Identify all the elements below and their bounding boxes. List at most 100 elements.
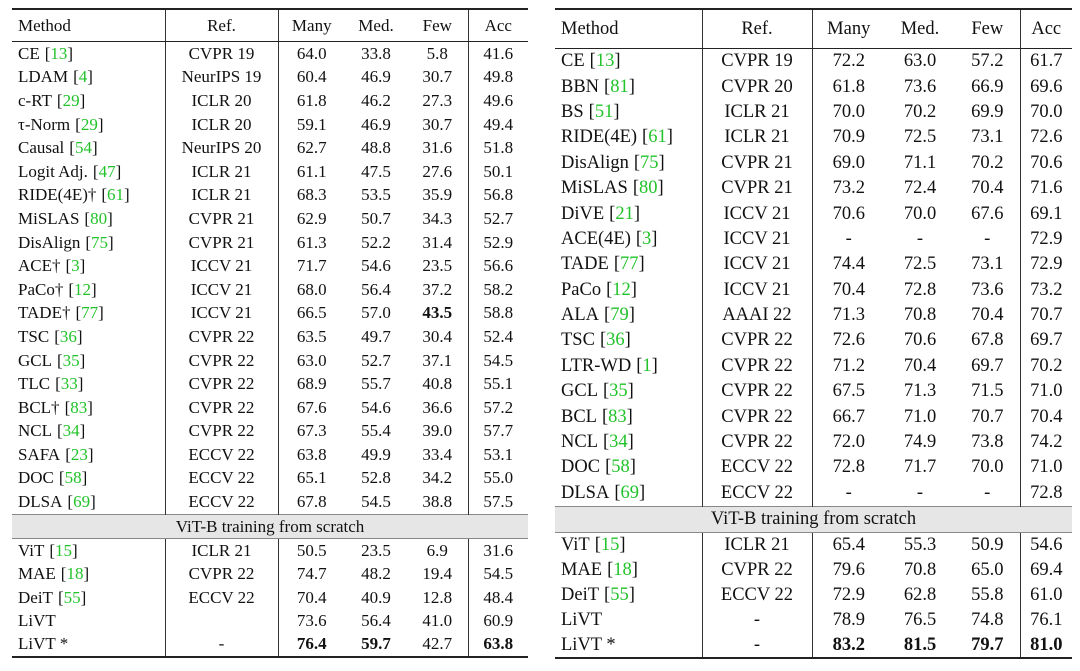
method-cell: GCL [35] — [555, 379, 703, 405]
citation: [35] — [603, 381, 634, 402]
method-cell: LiVT — [555, 607, 703, 633]
method-name: GCL — [18, 350, 52, 370]
method-cell: DOC [58] — [12, 466, 166, 491]
method-cell: DeiT [55] — [12, 586, 166, 610]
citation: [18] — [607, 560, 638, 581]
table-row: LiVT * -83.2 81.5 79.7 81.0 — [555, 632, 1072, 659]
table-row: ACE(4E) [3] ICCV 21- - -72.9 — [555, 226, 1072, 253]
method-name: Causal — [18, 138, 65, 158]
value-cell: 63.8 — [296, 444, 327, 464]
value-cell: 70.9 — [832, 127, 865, 148]
ref-cell: ICLR 21 — [702, 99, 813, 126]
ref-cell: ECCV 22 — [165, 443, 279, 467]
value-cell: - — [845, 482, 852, 503]
value-cell: - — [955, 226, 1021, 253]
value-cell: 6.9 — [407, 538, 469, 563]
method-name: CE — [18, 43, 40, 63]
citation: [3] — [635, 228, 658, 249]
ref-cell: CVPR 22 — [702, 429, 813, 456]
table-row: GCL [35] CVPR 22 67.5 71.3 71.5 71.0 — [555, 379, 1072, 405]
value-cell: 72.8 — [903, 279, 937, 300]
method-name: MiSLAS — [561, 178, 628, 199]
method-cell: τ-Norm [29] — [12, 112, 166, 137]
table-row: c-RT [29] ICLR 20 61.8 46.2 27.3 49.6 — [12, 89, 528, 113]
method-name: LiVT — [561, 609, 603, 630]
ref-cell: CVPR 22 — [702, 328, 813, 354]
method-name: DeiT — [561, 584, 600, 605]
method-cell: NCL [34] — [12, 419, 166, 444]
method-cell: c-RT [29] — [12, 89, 166, 113]
table-row: MiSLAS [80] CVPR 21 73.2 72.4 70.4 71.6 — [555, 175, 1072, 202]
value-cell: 30.7 — [407, 112, 469, 137]
value-cell: 69.0 — [832, 152, 865, 173]
value-cell: 49.8 — [483, 67, 514, 87]
method-name: ALA — [561, 305, 600, 326]
column-header: Few — [955, 9, 1021, 49]
value-cell: 72.9 — [832, 584, 865, 605]
right-table: Method Ref. Many Med. Few Acc CE [13] CVPR 19 72.… — [555, 8, 1072, 660]
method-name: c-RT — [18, 90, 52, 110]
ref-cell: CVPR 21 — [165, 207, 279, 231]
method-cell: RIDE(4E)† [61] — [12, 183, 166, 208]
value-cell: 46.9 — [361, 114, 391, 134]
method-name: LiVT * — [18, 634, 69, 654]
value-cell: 70.6 — [903, 330, 937, 351]
value-cell: 55.8 — [955, 583, 1021, 608]
column-header: Med. — [885, 9, 955, 49]
citation: [75] — [85, 232, 114, 252]
method-name: LiVT * — [561, 634, 616, 655]
value-cell: 70.2 — [955, 150, 1021, 176]
value-cell: 72.8 — [1030, 482, 1063, 503]
value-cell: 33.8 — [361, 43, 391, 63]
value-cell: 72.9 — [1030, 228, 1063, 249]
value-cell: 63.0 — [296, 350, 327, 370]
method-cell: PaCo† [12] — [12, 277, 166, 302]
ref-cell: ICCV 21 — [702, 226, 813, 253]
table-row: DiVE [21] ICCV 21 70.6 70.0 67.6 69.1 — [555, 201, 1072, 227]
method-name: ACE† — [18, 256, 61, 276]
value-cell: 71.0 — [903, 406, 937, 427]
value-cell: 57.2 — [483, 397, 514, 417]
ref-cell: ICLR 21 — [165, 159, 279, 184]
method-name: DLSA — [561, 482, 610, 503]
value-cell: 65.0 — [955, 558, 1021, 584]
value-cell: 37.2 — [407, 277, 469, 302]
citation: [83] — [64, 397, 93, 417]
value-cell: 58.8 — [483, 303, 514, 323]
value-cell: 49.4 — [483, 114, 514, 134]
value-cell: 71.2 — [832, 355, 865, 376]
column-header: Method — [12, 9, 166, 42]
method-name: Logit Adj. — [18, 161, 88, 181]
ref-cell: ICLR 20 — [165, 89, 279, 113]
method-name: BCL† — [18, 397, 60, 417]
value-cell: 71.5 — [955, 379, 1021, 405]
value-cell: 46.2 — [361, 90, 391, 110]
value-cell: 76.1 — [1030, 609, 1063, 630]
method-cell: GCL [35] — [12, 348, 166, 373]
method-cell: BCL [83] — [555, 404, 703, 430]
ref-cell: NeurIPS 19 — [165, 65, 279, 90]
value-cell: 73.8 — [955, 429, 1021, 456]
citation: [13] — [589, 51, 621, 72]
value-cell: 71.3 — [903, 381, 937, 402]
table-row: DLSA [69] ECCV 22- - -72.8 — [555, 480, 1072, 507]
value-cell: 41.6 — [483, 43, 514, 63]
citation: [23] — [65, 444, 94, 464]
method-cell: ACE† [3] — [12, 254, 166, 278]
table-row: DOC [58] ECCV 22 72.8 71.7 70.0 71.0 — [555, 455, 1072, 481]
value-cell: 70.4 — [1030, 406, 1063, 427]
ref-cell: CVPR 22 — [702, 404, 813, 430]
citation: [54] — [69, 138, 98, 158]
value-cell: 56.4 — [361, 611, 391, 630]
value-cell: 61.0 — [1030, 584, 1063, 605]
citation: [83] — [601, 406, 633, 427]
table-row: BBN [81] CVPR 20 61.8 73.6 66.9 69.6 — [555, 74, 1072, 100]
method-cell: ViT [15] — [555, 532, 703, 559]
value-cell: 70.8 — [903, 305, 937, 326]
ref-cell: - — [165, 632, 279, 657]
method-cell: CE [13] — [555, 48, 703, 75]
value-cell: 70.2 — [903, 101, 937, 122]
citation: [1] — [636, 355, 658, 376]
method-name: LiVT — [18, 611, 56, 630]
method-name: τ-Norm — [18, 114, 71, 134]
